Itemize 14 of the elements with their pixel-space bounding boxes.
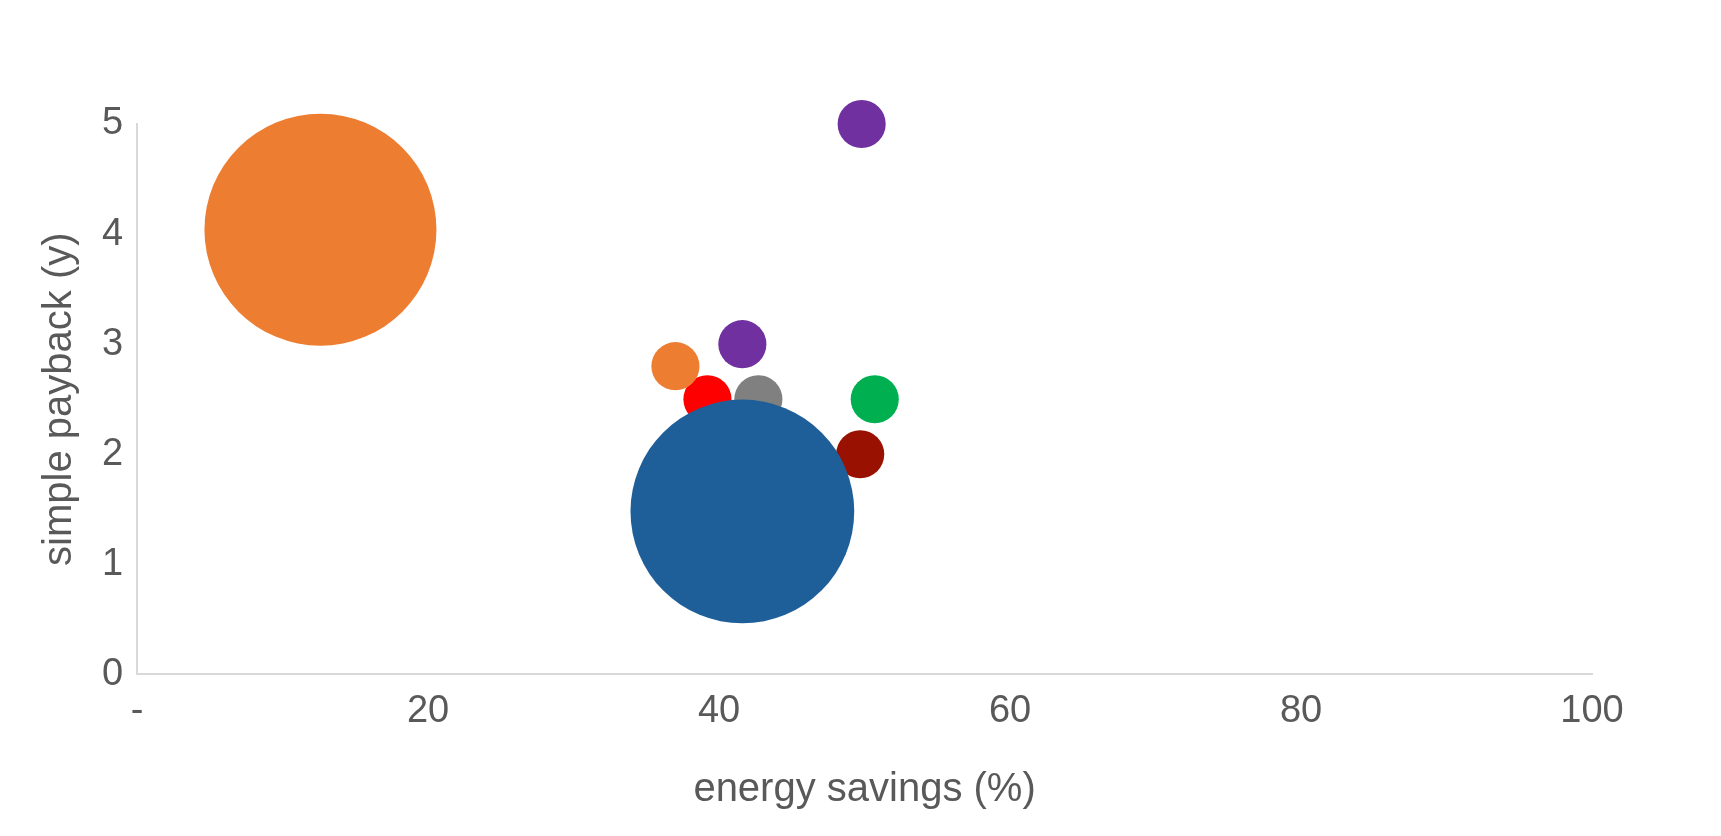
x-tick-label: 40	[697, 687, 741, 730]
x-tick-label: 100	[1560, 687, 1624, 730]
y-axis-title: simple payback (y)	[35, 232, 80, 566]
x-tick-label: 60	[988, 687, 1032, 730]
x-tick-label: -	[130, 687, 144, 730]
y-tick-label: 3	[101, 320, 124, 363]
y-tick-label: 4	[101, 210, 124, 253]
x-tick-label: 80	[1279, 687, 1323, 730]
x-axis-title: energy savings (%)	[693, 765, 1036, 810]
y-tick-label: 2	[101, 430, 124, 473]
y-tick-label: 0	[101, 650, 124, 693]
y-tick-label: 5	[101, 100, 124, 143]
y-tick-label: 1	[101, 540, 124, 583]
x-tick-label: 20	[406, 687, 450, 730]
